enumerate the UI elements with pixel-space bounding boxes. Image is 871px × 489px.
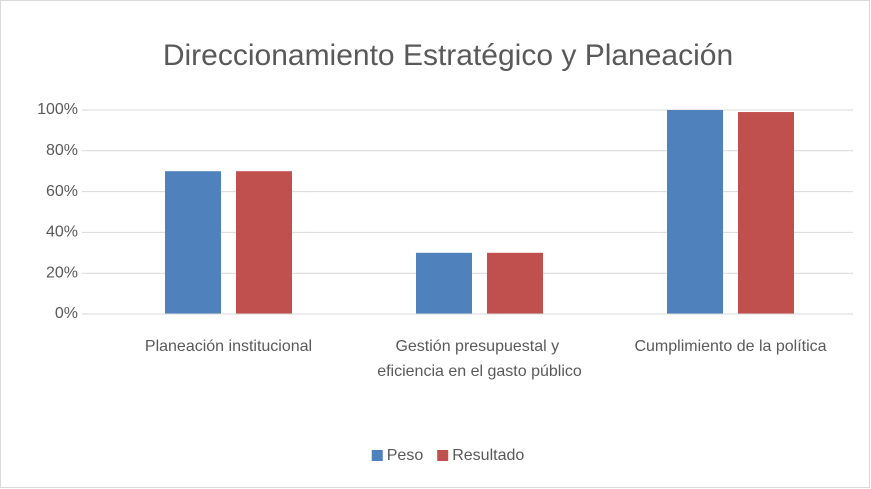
y-tick-label: 100% [37, 101, 78, 118]
legend-swatch [371, 450, 383, 461]
bar [236, 171, 292, 314]
y-tick-label: 60% [46, 183, 78, 200]
legend-swatch [437, 450, 449, 461]
bar [738, 112, 794, 314]
x-tick-label: Planeación institucional [145, 338, 312, 355]
legend: Peso Resultado [371, 447, 524, 464]
x-tick-label: Cumplimiento de la política [634, 338, 826, 355]
x-tick-label: Gestión presupuestal y eficiencia en el … [377, 338, 582, 380]
bar [416, 252, 472, 314]
chart-title: Direccionamiento Estratégico y Planeació… [163, 39, 733, 72]
y-tick-label: 40% [46, 224, 78, 241]
bar [667, 110, 723, 314]
y-tick-label: 20% [46, 264, 78, 281]
y-tick-label: 80% [46, 142, 78, 159]
legend-label: Peso [387, 447, 424, 464]
bar [165, 171, 221, 314]
legend-label: Resultado [452, 447, 524, 464]
y-tick-label: 0% [55, 305, 78, 322]
bar [487, 252, 543, 314]
